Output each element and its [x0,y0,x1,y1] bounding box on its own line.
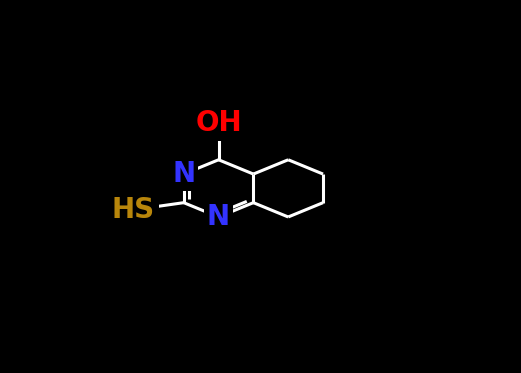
Text: OH: OH [195,109,242,137]
Text: HS: HS [111,196,155,224]
Text: N: N [207,203,230,231]
Text: N: N [172,160,195,188]
